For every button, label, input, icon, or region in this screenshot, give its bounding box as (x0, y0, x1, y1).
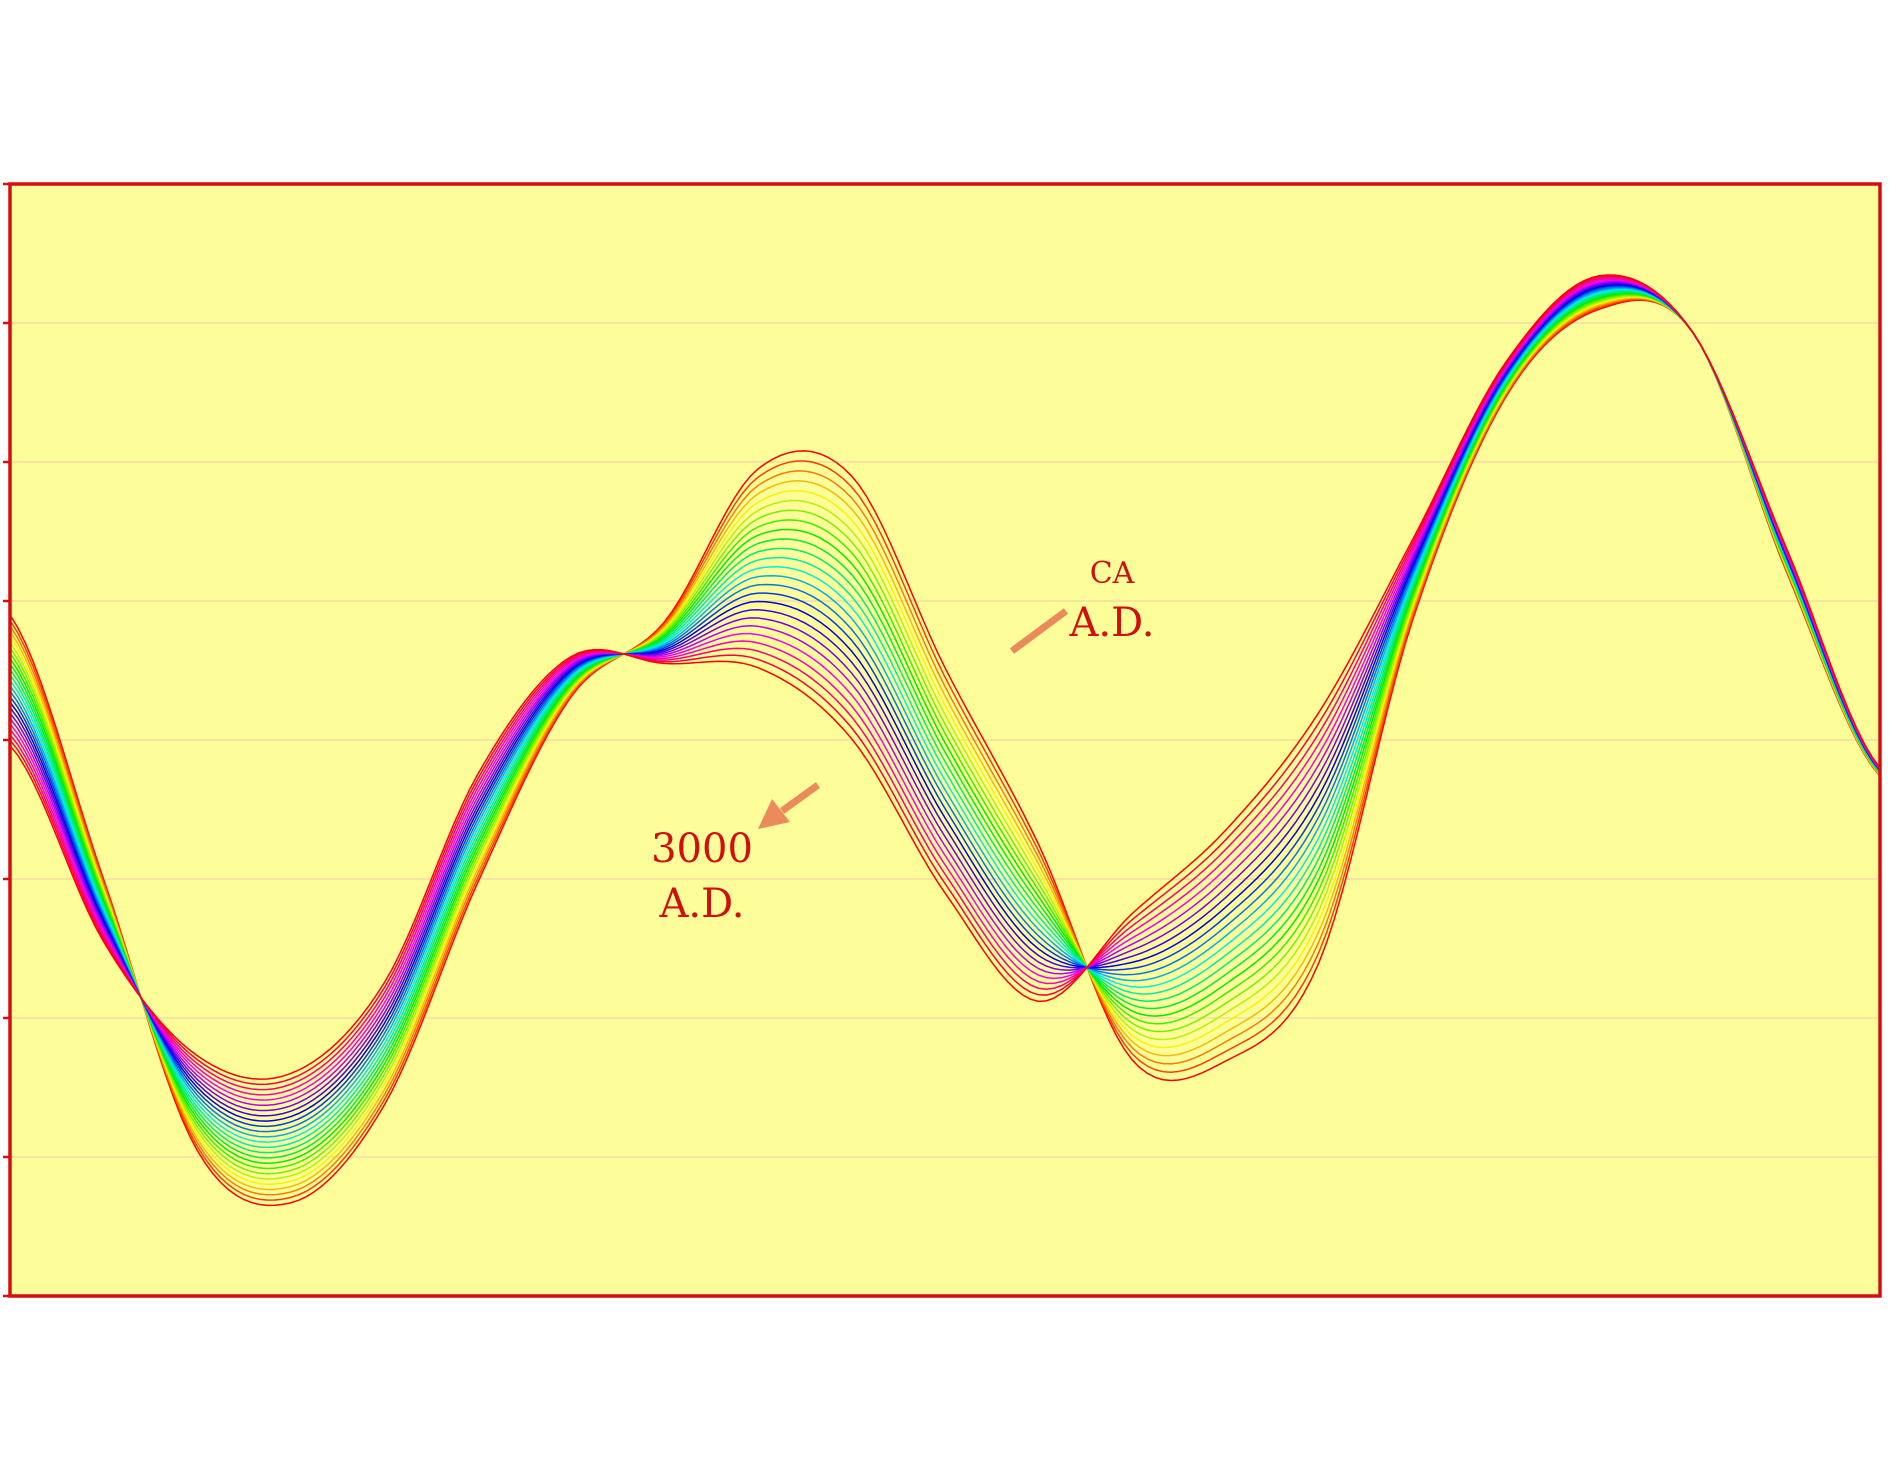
label-ca-line1: CA (1090, 556, 1135, 591)
series-line-6 (9, 295, 1881, 1180)
series-line-2 (9, 298, 1881, 1201)
arrowhead-3000-icon (758, 799, 790, 829)
series-line-8 (9, 293, 1881, 1170)
ticks-layer (3, 182, 10, 1298)
series-line-17 (9, 284, 1881, 1122)
series-line-12 (9, 289, 1881, 1149)
label-3000-line1: 3000 (651, 826, 753, 872)
series-line-11 (9, 290, 1881, 1154)
series-line-21 (9, 279, 1881, 1101)
series-line-10 (9, 291, 1881, 1159)
series-line-5 (9, 296, 1881, 1186)
label-3000-line2: A.D. (659, 881, 745, 927)
series-line-18 (9, 282, 1881, 1117)
series-line-13 (9, 288, 1881, 1143)
series-line-14 (9, 287, 1881, 1138)
series-line-9 (9, 292, 1881, 1164)
series-line-7 (9, 294, 1881, 1175)
series-line-19 (9, 281, 1881, 1112)
series-line-1 (9, 299, 1881, 1207)
series-line-3 (9, 297, 1881, 1196)
arrow-line-3000 (779, 782, 821, 814)
arrow-line-ca (1009, 608, 1069, 654)
label-ca-line2: A.D. (1069, 600, 1155, 646)
series-line-4 (9, 297, 1881, 1191)
curves-layer (9, 274, 1881, 1207)
series-line-20 (9, 280, 1881, 1107)
series-line-23 (9, 276, 1881, 1091)
series-line-24 (9, 275, 1881, 1086)
series-line-16 (9, 285, 1881, 1128)
series-line-22 (9, 277, 1881, 1096)
series-line-25 (9, 274, 1881, 1080)
series-line-15 (9, 286, 1881, 1133)
